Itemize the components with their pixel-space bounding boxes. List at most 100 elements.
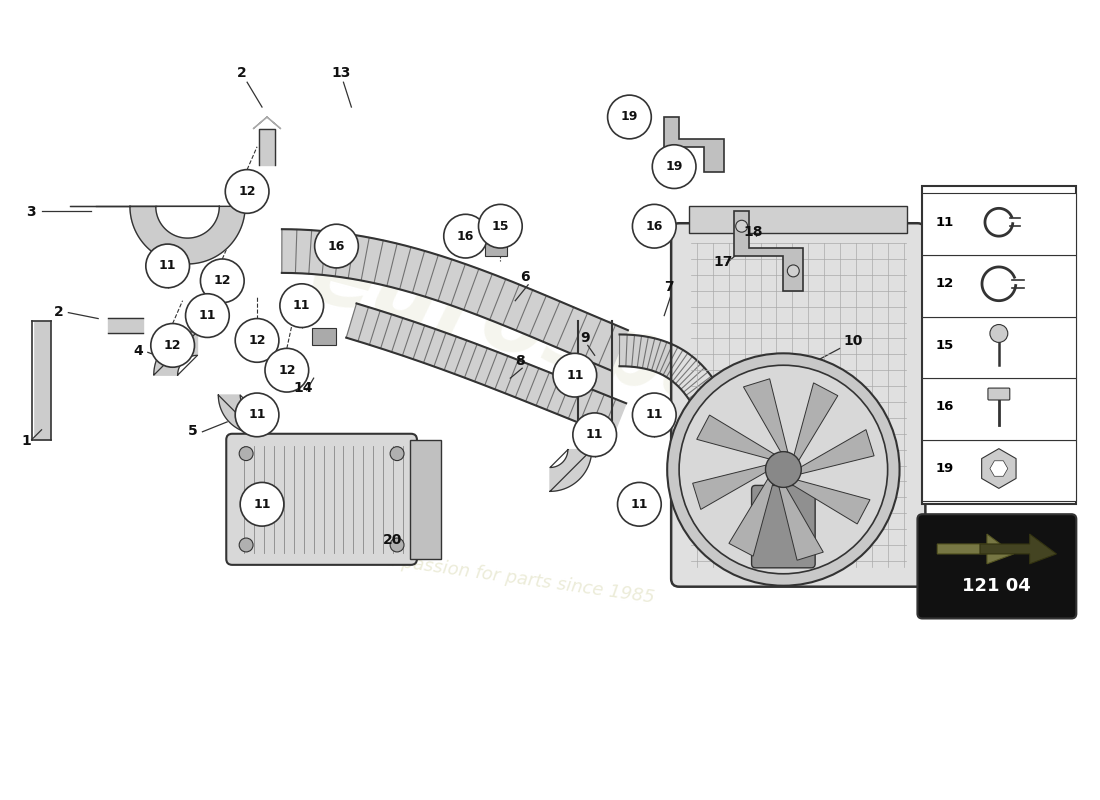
Polygon shape <box>801 430 874 474</box>
Text: 14: 14 <box>294 381 313 395</box>
FancyBboxPatch shape <box>923 186 1076 504</box>
Text: 4: 4 <box>133 344 143 358</box>
Polygon shape <box>794 383 838 460</box>
Text: 19: 19 <box>620 110 638 123</box>
Text: 19: 19 <box>666 160 683 173</box>
Text: 11: 11 <box>630 498 648 510</box>
FancyBboxPatch shape <box>923 194 1076 255</box>
Circle shape <box>235 393 279 437</box>
Text: 12: 12 <box>239 185 256 198</box>
Text: 16: 16 <box>935 401 954 414</box>
Circle shape <box>200 259 244 302</box>
Polygon shape <box>937 534 1014 564</box>
FancyBboxPatch shape <box>751 486 815 568</box>
Polygon shape <box>550 450 592 491</box>
Text: 11: 11 <box>646 408 663 422</box>
Circle shape <box>315 224 359 268</box>
Polygon shape <box>253 117 280 129</box>
Text: 5: 5 <box>187 424 197 438</box>
Polygon shape <box>729 478 773 556</box>
Text: 19: 19 <box>935 462 954 475</box>
Text: 8: 8 <box>515 354 525 368</box>
Text: eurospares: eurospares <box>299 229 900 472</box>
Text: 6: 6 <box>520 270 530 284</box>
Polygon shape <box>734 211 803 290</box>
Text: 12: 12 <box>213 274 231 287</box>
Text: 16: 16 <box>456 230 474 242</box>
Text: 10: 10 <box>843 334 862 348</box>
Text: 11: 11 <box>249 408 266 422</box>
FancyBboxPatch shape <box>671 223 925 586</box>
Circle shape <box>652 145 696 189</box>
Polygon shape <box>664 117 724 171</box>
Circle shape <box>478 204 522 248</box>
Polygon shape <box>130 206 245 264</box>
Circle shape <box>736 220 748 232</box>
Text: 2: 2 <box>54 305 63 318</box>
Circle shape <box>239 538 253 552</box>
Text: 121 04: 121 04 <box>962 577 1032 594</box>
Polygon shape <box>346 303 626 437</box>
FancyBboxPatch shape <box>917 514 1076 618</box>
Polygon shape <box>980 534 1056 564</box>
Circle shape <box>186 294 229 338</box>
Text: 16: 16 <box>646 220 663 233</box>
Circle shape <box>279 284 323 327</box>
Polygon shape <box>696 415 774 459</box>
FancyBboxPatch shape <box>923 317 1076 378</box>
Polygon shape <box>792 480 870 524</box>
Text: 15: 15 <box>935 339 954 352</box>
Circle shape <box>390 446 404 461</box>
Text: 11: 11 <box>158 259 176 273</box>
Text: 11: 11 <box>199 309 216 322</box>
Circle shape <box>788 265 800 277</box>
Text: 17: 17 <box>714 255 734 269</box>
Polygon shape <box>578 321 612 430</box>
Text: 11: 11 <box>935 216 954 229</box>
Text: 18: 18 <box>744 225 763 239</box>
Polygon shape <box>410 440 441 559</box>
Circle shape <box>240 482 284 526</box>
Polygon shape <box>744 378 788 452</box>
Polygon shape <box>258 129 275 165</box>
Circle shape <box>443 214 487 258</box>
Text: 12: 12 <box>249 334 266 347</box>
Text: 1: 1 <box>22 434 32 448</box>
Text: 12: 12 <box>278 364 296 377</box>
Text: 11: 11 <box>586 428 604 442</box>
Circle shape <box>239 446 253 461</box>
FancyBboxPatch shape <box>988 388 1010 400</box>
Text: 20: 20 <box>383 533 403 547</box>
Circle shape <box>990 325 1008 342</box>
Circle shape <box>679 366 888 574</box>
Polygon shape <box>689 206 908 233</box>
Text: 11: 11 <box>293 299 310 312</box>
Circle shape <box>668 354 900 586</box>
Circle shape <box>573 413 616 457</box>
Text: 12: 12 <box>935 278 954 290</box>
FancyBboxPatch shape <box>227 434 417 565</box>
Text: 11: 11 <box>566 369 584 382</box>
Circle shape <box>632 393 676 437</box>
Polygon shape <box>619 334 733 427</box>
Circle shape <box>226 170 270 214</box>
Circle shape <box>617 482 661 526</box>
Polygon shape <box>282 229 628 370</box>
Text: 3: 3 <box>25 206 35 219</box>
Polygon shape <box>485 238 507 256</box>
FancyBboxPatch shape <box>923 440 1076 502</box>
Text: 2: 2 <box>238 66 246 80</box>
Circle shape <box>151 323 195 367</box>
FancyBboxPatch shape <box>923 378 1076 440</box>
Text: 16: 16 <box>328 239 345 253</box>
Polygon shape <box>779 487 823 560</box>
Text: 7: 7 <box>664 280 674 294</box>
Text: 13: 13 <box>331 66 351 80</box>
Polygon shape <box>981 449 1016 488</box>
Polygon shape <box>311 327 337 346</box>
Polygon shape <box>693 465 766 510</box>
Circle shape <box>390 538 404 552</box>
Text: 9: 9 <box>580 331 590 346</box>
Polygon shape <box>218 395 257 434</box>
Text: 11: 11 <box>253 498 271 510</box>
